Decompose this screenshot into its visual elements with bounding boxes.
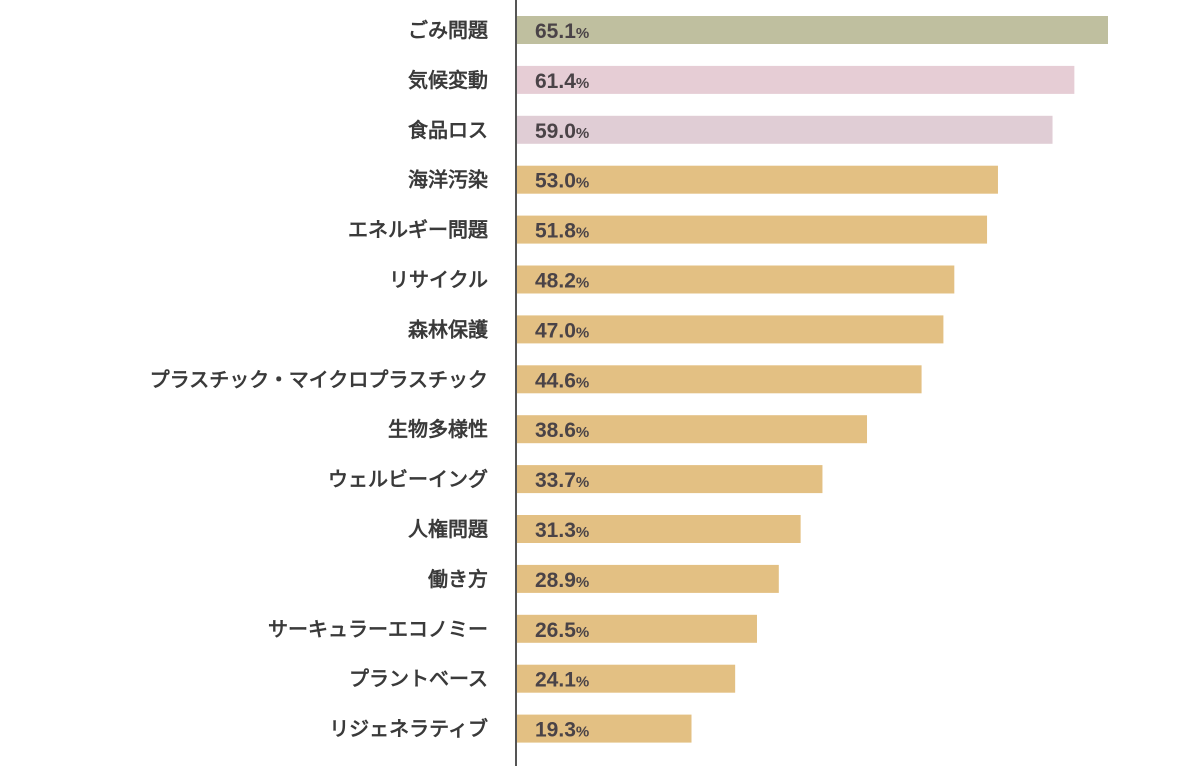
- data-label-unit: %: [576, 374, 589, 391]
- data-label-value: 26.5: [535, 619, 576, 642]
- category-label: 気候変動: [408, 68, 488, 92]
- data-label: 65.1%: [535, 20, 589, 43]
- bar: [516, 465, 823, 494]
- data-label-value: 28.9: [535, 569, 576, 592]
- category-label: プラントベース: [349, 667, 488, 691]
- data-label-unit: %: [576, 324, 589, 341]
- data-label-unit: %: [576, 225, 589, 242]
- bar: [516, 165, 998, 194]
- data-label: 48.2%: [535, 270, 589, 293]
- bar: [516, 115, 1053, 144]
- data-label-value: 19.3: [535, 719, 576, 742]
- category-label: 人権問題: [408, 517, 489, 541]
- data-label-unit: %: [576, 275, 589, 292]
- bar: [516, 415, 868, 444]
- data-label: 24.1%: [535, 669, 589, 692]
- data-label-unit: %: [576, 75, 589, 92]
- bar: [516, 714, 692, 743]
- data-label: 53.0%: [535, 170, 589, 193]
- data-label-unit: %: [576, 624, 589, 641]
- data-label-unit: %: [576, 175, 589, 192]
- data-label-unit: %: [576, 474, 589, 491]
- category-label: 森林保護: [408, 317, 489, 341]
- bar: [516, 65, 1075, 94]
- data-label-value: 31.3: [535, 519, 576, 542]
- data-label: 61.4%: [535, 70, 589, 93]
- data-label-value: 33.7: [535, 469, 576, 492]
- data-label: 47.0%: [535, 319, 589, 342]
- bar: [516, 564, 779, 593]
- data-label-unit: %: [576, 524, 589, 541]
- data-label: 28.9%: [535, 569, 589, 592]
- category-label: プラスチック・マイクロプラスチック: [150, 367, 488, 391]
- data-label-value: 51.8: [535, 220, 576, 243]
- data-label-value: 44.6: [535, 369, 576, 392]
- data-label-value: 48.2: [535, 270, 576, 293]
- bar: [516, 215, 988, 244]
- data-label: 44.6%: [535, 369, 589, 392]
- data-label-value: 47.0: [535, 319, 576, 342]
- data-label-value: 24.1: [535, 669, 576, 692]
- bar: [516, 16, 1108, 44]
- data-label-unit: %: [576, 724, 589, 741]
- bar: [516, 365, 922, 394]
- data-label: 33.7%: [535, 469, 589, 492]
- data-label-unit: %: [576, 125, 589, 142]
- data-label: 26.5%: [535, 619, 589, 642]
- data-label-unit: %: [576, 424, 589, 441]
- data-label-value: 65.1: [535, 20, 576, 43]
- data-label-value: 61.4: [535, 70, 576, 93]
- category-label: ウェルビーイング: [328, 467, 488, 491]
- category-label: 生物多様性: [388, 417, 488, 441]
- data-label-unit: %: [576, 574, 589, 591]
- bar: [516, 664, 736, 693]
- data-label: 51.8%: [535, 220, 589, 243]
- bar: [516, 515, 801, 543]
- bar: [516, 614, 757, 643]
- data-label: 59.0%: [535, 120, 589, 143]
- data-label-unit: %: [576, 25, 589, 42]
- category-label: リジェネラティブ: [329, 717, 488, 741]
- data-label-unit: %: [576, 674, 589, 691]
- category-label: 海洋汚染: [408, 168, 489, 192]
- category-label: リサイクル: [389, 268, 488, 292]
- data-label: 31.3%: [535, 519, 589, 542]
- bar: [516, 265, 955, 294]
- category-label: エネルギー問題: [348, 218, 489, 242]
- bar: [516, 315, 944, 344]
- data-label-value: 38.6: [535, 419, 576, 442]
- data-label: 38.6%: [535, 419, 589, 442]
- category-label: 食品ロス: [408, 118, 488, 142]
- data-label: 19.3%: [535, 719, 589, 742]
- data-label-value: 53.0: [535, 170, 576, 193]
- category-label: ごみ問題: [408, 18, 489, 42]
- data-label-value: 59.0: [535, 120, 576, 143]
- category-label: サーキュラーエコノミー: [268, 617, 488, 641]
- category-label: 働き方: [427, 567, 488, 591]
